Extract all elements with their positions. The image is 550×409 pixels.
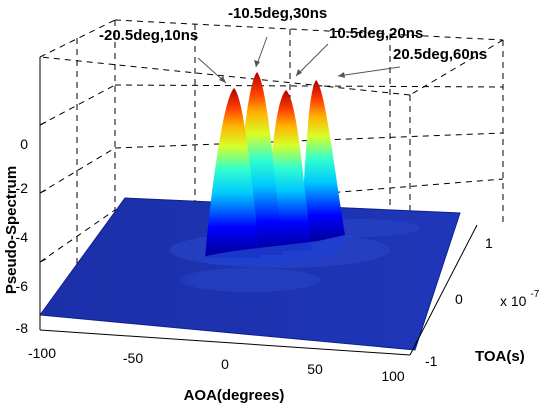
x-tick-label: -100 [28,345,56,361]
annotation-arrow [295,43,329,77]
z-tick-label: -8 [16,320,29,336]
annotation-arrow [337,66,401,77]
x-tick-label: 50 [307,361,323,377]
peak-annotation: 20.5deg,60ns [393,46,487,63]
annotations: -20.5deg,10ns -10.5deg,30ns 10.5deg,20ns… [99,5,487,63]
y-multiplier-exponent: -7 [530,289,539,300]
z-tick-label: -6 [16,278,29,294]
z-axis-label: Pseudo-Spectrum [3,166,20,294]
arrowhead [338,72,345,78]
floor-ripple [180,268,320,292]
y-tick-label: -1 [425,353,438,369]
peak-surface [205,88,260,258]
y-ticks: 1 0 -1 [425,235,493,369]
x-axis-label: AOA(degrees) [184,387,285,404]
z-tick-label: 0 [20,136,28,152]
arrowhead [254,60,260,67]
peak-annotation: -10.5deg,30ns [228,5,327,22]
z-tick-label: -2 [16,180,29,196]
x-tick-label: 0 [221,356,229,372]
y-multiplier-base: x 10 [500,293,527,309]
x-ticks: -100 -50 0 50 100 [28,345,405,384]
surface [39,72,461,351]
peak-annotation: 10.5deg,20ns [329,25,423,42]
arrowhead [219,76,226,83]
peak-base [200,236,347,266]
annotation-arrows [197,36,401,84]
x-tick-label: 100 [381,368,405,384]
y-tick-label: 1 [485,235,493,251]
y-multiplier: x 10 -7 [500,289,540,309]
z-ticks: 0 -2 -4 -6 -8 [16,136,29,336]
y-axis-label: TOA(s) [475,348,525,365]
axes [39,57,478,356]
x-tick-label: -50 [123,350,143,366]
peak-annotation: -20.5deg,10ns [99,27,198,44]
peak-surface [300,80,345,245]
arrowhead [296,69,302,76]
y-tick-label: 0 [455,291,463,307]
z-tick-label: -4 [16,229,29,245]
